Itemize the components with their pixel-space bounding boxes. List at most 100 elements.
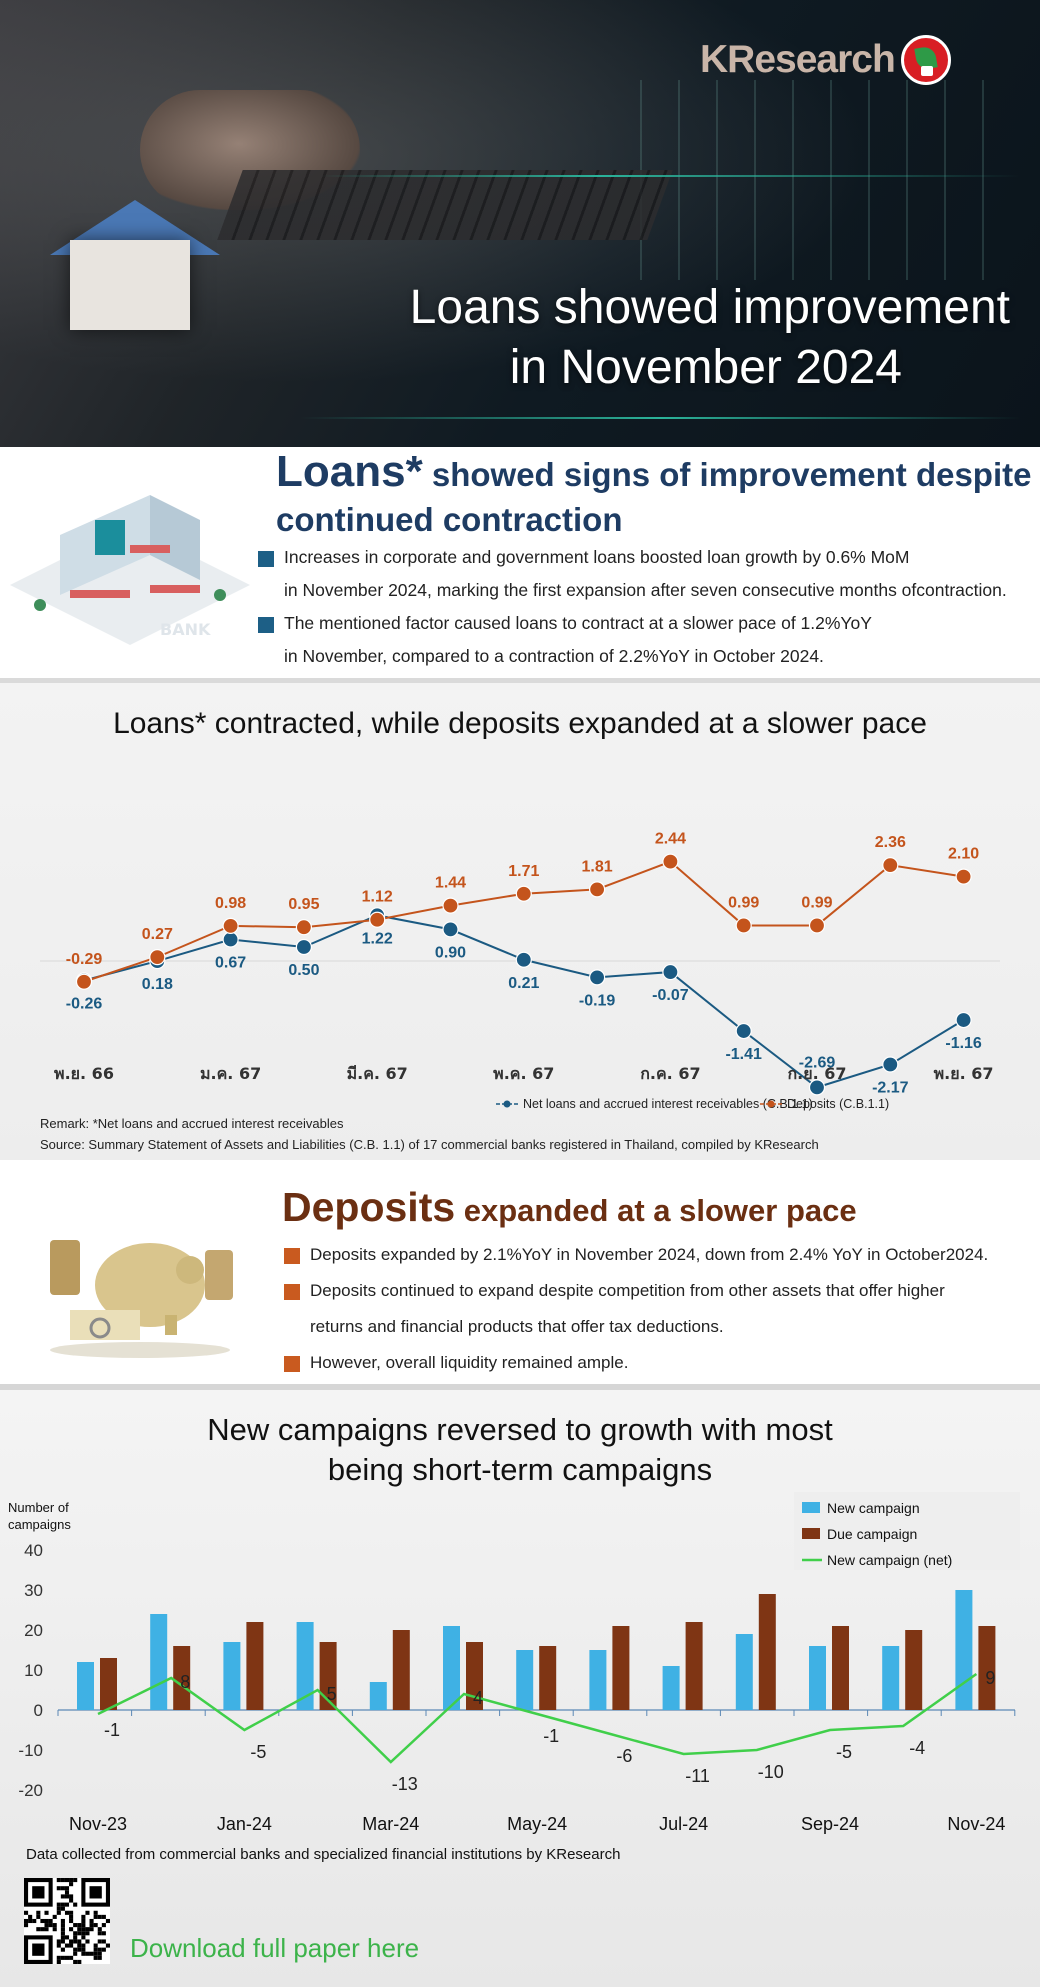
list-item-continuation: returns and financial products that offe… xyxy=(284,1309,1034,1345)
data-point xyxy=(808,917,826,934)
bar-new-campaign xyxy=(516,1650,534,1710)
bar-due-campaign xyxy=(612,1626,630,1710)
data-label: -1 xyxy=(543,1726,559,1746)
legend-box xyxy=(794,1492,1020,1570)
data-label: 1.44 xyxy=(435,875,466,892)
bullet-line: in November, compared to a contraction o… xyxy=(284,646,824,666)
qr-finder xyxy=(32,1943,45,1956)
qr-module xyxy=(81,1931,86,1936)
x-tick-label: ม.ค. 67 xyxy=(200,1064,261,1083)
qr-module xyxy=(64,1886,70,1891)
qr-module xyxy=(101,1947,106,1952)
data-point xyxy=(442,921,459,938)
qr-module xyxy=(64,1935,70,1940)
kresearch-logo: KResearch xyxy=(700,34,951,86)
bar-due-campaign xyxy=(685,1622,703,1710)
data-label: 0.67 xyxy=(215,955,246,972)
campaign-combo-chart: Number of campaigns 40 30 20 10 0 -10 -20 -1 8 -5 5 -… xyxy=(8,1492,1020,1834)
y-tick-label: -10 xyxy=(18,1741,43,1760)
qr-module xyxy=(97,1947,102,1952)
data-label: 0.18 xyxy=(142,976,173,993)
qr-module xyxy=(77,1931,82,1936)
y-tick-label: 40 xyxy=(24,1541,43,1560)
bullet-line: The mentioned factor caused loans to con… xyxy=(284,613,872,633)
qr-module xyxy=(93,1951,98,1956)
data-label: 2.36 xyxy=(875,834,906,851)
bar-new-campaign xyxy=(77,1662,94,1710)
data-label: 2.10 xyxy=(948,846,979,863)
data-label: -2.17 xyxy=(872,1079,909,1096)
qr-module xyxy=(60,1947,65,1952)
qr-module xyxy=(77,1923,82,1928)
bullet-line: However, overall liquidity remained ampl… xyxy=(310,1353,629,1372)
loans-deposits-chart-section: Loans* contracted, while deposits expand… xyxy=(0,678,1040,1160)
legend-marker xyxy=(503,1100,511,1108)
data-label: -0.29 xyxy=(66,951,103,968)
bar-due-campaign xyxy=(319,1642,337,1710)
qr-module xyxy=(60,1931,65,1936)
qr-module xyxy=(69,1910,74,1915)
data-point xyxy=(75,973,93,990)
qr-module xyxy=(64,1910,70,1915)
qr-module xyxy=(89,1951,94,1956)
data-point xyxy=(808,1079,826,1096)
qr-module xyxy=(32,1918,37,1924)
download-link[interactable]: Download full paper here xyxy=(130,1933,420,1963)
data-point xyxy=(662,963,679,981)
data-point xyxy=(442,897,459,914)
data-label: -1 xyxy=(104,1720,120,1740)
x-tick-label: Jan-24 xyxy=(217,1814,272,1834)
data-label: -1.41 xyxy=(725,1046,762,1063)
data-label: 0.21 xyxy=(508,975,539,992)
qr-module xyxy=(64,1890,70,1895)
qr-finder xyxy=(32,1886,45,1899)
legend-label: Net loans and accrued interest receivabl… xyxy=(523,1097,813,1111)
qr-module xyxy=(97,1939,102,1944)
qr-module xyxy=(93,1914,98,1919)
qr-module xyxy=(69,1882,74,1887)
bullet-line: Deposits expanded by 2.1%YoY in November… xyxy=(310,1245,989,1264)
legend-label: Deposits (C.B.1.1) xyxy=(787,1097,889,1111)
qr-module xyxy=(81,1914,86,1919)
bullet-line: Increases in corporate and government lo… xyxy=(284,547,910,567)
qr-module xyxy=(40,1918,45,1924)
qr-module xyxy=(77,1939,82,1944)
qr-module xyxy=(93,1955,98,1960)
qr-module xyxy=(56,1910,61,1915)
qr-code[interactable] xyxy=(24,1878,110,1964)
list-item: Deposits expanded by 2.1%YoY in November… xyxy=(284,1237,1034,1273)
qr-module xyxy=(44,1918,49,1924)
qr-module xyxy=(81,1935,86,1940)
chart-title: New campaigns reversed to growth with mo… xyxy=(0,1410,1040,1490)
legend-marker xyxy=(767,1100,775,1108)
data-label: 0.99 xyxy=(728,894,759,911)
series-line-net xyxy=(97,1672,978,1764)
data-label: 0.27 xyxy=(142,926,173,943)
qr-module xyxy=(81,1923,86,1928)
qr-module xyxy=(60,1906,65,1911)
loans-bullet-list: Increases in corporate and government lo… xyxy=(258,541,1038,673)
data-point xyxy=(588,881,606,898)
qr-module xyxy=(60,1902,65,1907)
qr-module xyxy=(52,1923,57,1928)
data-label: -2.69 xyxy=(799,1054,836,1071)
qr-module xyxy=(64,1894,70,1899)
y-tick-label: 20 xyxy=(24,1621,43,1640)
qr-module xyxy=(97,1955,102,1960)
y-tick-label: 0 xyxy=(34,1701,43,1720)
x-tick-label: May-24 xyxy=(507,1814,567,1834)
data-label: -0.19 xyxy=(579,992,616,1009)
qr-module xyxy=(101,1923,106,1928)
data-point xyxy=(369,911,386,928)
bar-new-campaign xyxy=(443,1626,460,1710)
qr-module xyxy=(77,1943,82,1948)
qr-module xyxy=(89,1923,94,1928)
qr-module xyxy=(77,1947,82,1952)
data-label: 0.99 xyxy=(801,894,832,911)
campaign-chart-section: New campaigns reversed to growth with mo… xyxy=(0,1384,1040,1987)
bar-due-campaign xyxy=(100,1658,117,1710)
x-tick-label: พ.ค. 67 xyxy=(493,1064,554,1083)
data-label: 5 xyxy=(327,1684,337,1704)
qr-module xyxy=(73,1931,78,1936)
qr-finder xyxy=(89,1886,102,1899)
